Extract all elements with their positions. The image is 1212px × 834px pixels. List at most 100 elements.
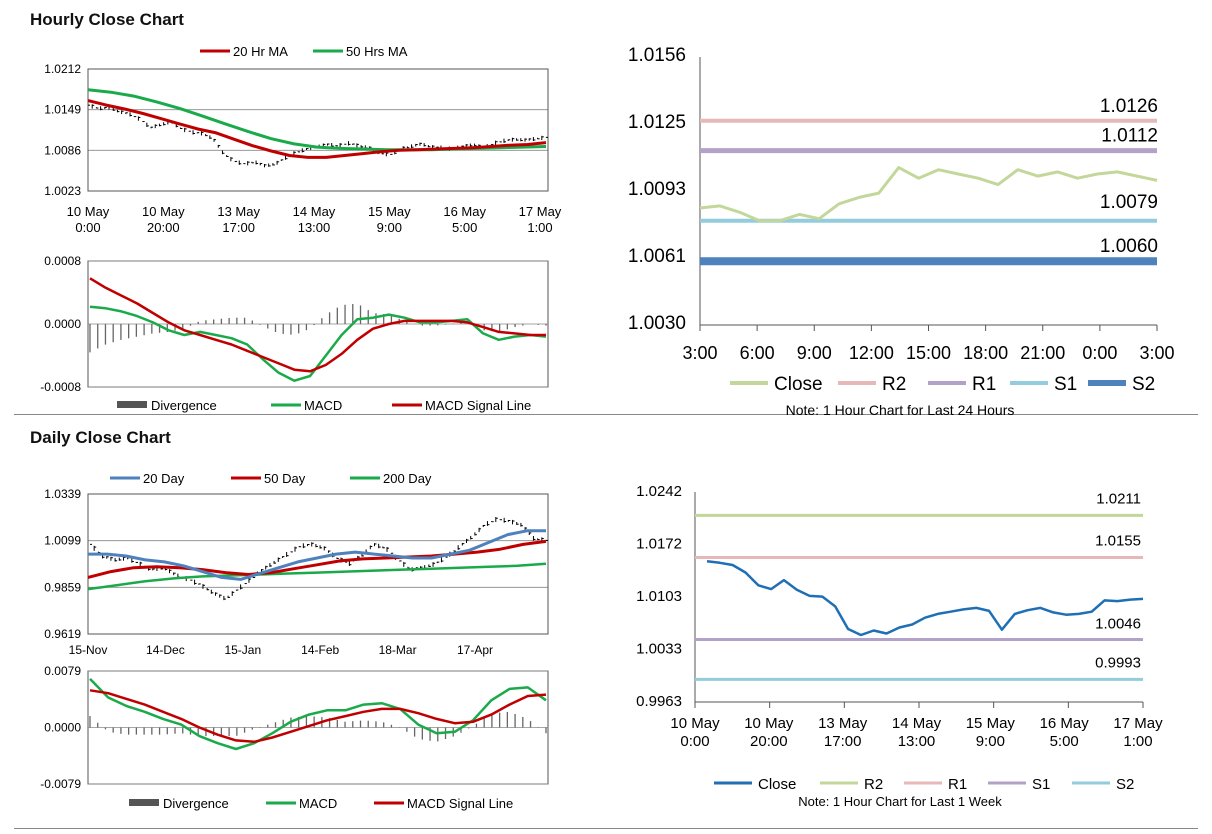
y-tick-label: 0.9619 [44, 627, 81, 641]
daily-ma-frame [87, 493, 549, 635]
x-tick-label: 1:00 [527, 220, 552, 235]
y-tick-label: 0.0000 [44, 721, 81, 735]
x-tick-label: 3:00 [1139, 343, 1174, 363]
level-label-r1: 1.0155 [1095, 532, 1141, 549]
level-label-s1: 1.0046 [1095, 616, 1141, 633]
hourly-ma-frame [87, 68, 549, 192]
x-tick-label: 10 May [670, 715, 720, 732]
legend-r2: R2 [864, 776, 883, 793]
legend-s2: S2 [1116, 776, 1134, 793]
y-tick-label: 1.0061 [628, 246, 686, 267]
legend-20-day: 20 Day [143, 471, 185, 486]
x-tick-label: 15-Jan [224, 643, 261, 657]
x-tick-label: 15 May [966, 715, 1016, 732]
y-tick-label: 1.0149 [44, 103, 81, 117]
legend-macd: MACD [304, 398, 342, 413]
level-label-s1: 1.0079 [1100, 192, 1158, 213]
legend-macd-signal: MACD Signal Line [425, 398, 531, 413]
x-tick-label: 18:00 [963, 343, 1008, 363]
level-label-r1: 1.0112 [1101, 126, 1158, 147]
x-tick-label: 10 May [744, 715, 794, 732]
y-tick-label: 1.0103 [636, 588, 682, 605]
legend-20hr-ma: 20 Hr MA [233, 44, 288, 59]
x-tick-label: 21:00 [1020, 343, 1065, 363]
legend-200-day: 200 Day [383, 471, 432, 486]
legend-close: Close [774, 374, 823, 395]
y-tick-label: 0.9963 [636, 693, 682, 710]
legend-50-day: 50 Day [264, 471, 306, 486]
hourly-section-title: Hourly Close Chart [30, 10, 184, 29]
y-tick-label: 1.0033 [636, 641, 682, 658]
legend-macd: MACD [299, 796, 337, 811]
macd-signal-line [89, 277, 546, 373]
x-tick-label: 9:00 [976, 733, 1005, 750]
legend-divergence-swatch [117, 401, 147, 408]
x-tick-label: 13:00 [898, 733, 936, 750]
legend-r1: R1 [948, 776, 967, 793]
y-tick-label: 1.0156 [628, 45, 686, 66]
x-tick-label: 9:00 [797, 343, 832, 363]
x-tick-label: 5:00 [452, 220, 477, 235]
ma-200-day-line [87, 562, 547, 591]
ma-50hrs-line [87, 88, 547, 152]
legend-50hrs-ma: 50 Hrs MA [346, 44, 408, 59]
y-tick-label: 0.0079 [44, 664, 81, 678]
x-tick-label: 17 May [519, 204, 562, 219]
y-tick-label: 0.9859 [44, 580, 81, 594]
x-tick-label: 14 May [892, 715, 942, 732]
x-tick-label: 0:00 [1082, 343, 1117, 363]
chart-note: Note: 1 Hour Chart for Last 24 Hours [786, 402, 1015, 418]
x-tick-label: 20:00 [750, 733, 788, 750]
x-tick-label: 15-Nov [69, 643, 108, 657]
x-tick-label: 17-Apr [457, 643, 493, 657]
chart-note: Note: 1 Hour Chart for Last 1 Week [798, 794, 1002, 809]
y-tick-label: -0.0079 [40, 777, 81, 791]
ma-20hr-line [87, 99, 547, 159]
x-tick-label: 15 May [368, 204, 411, 219]
section-divider [14, 414, 1198, 415]
x-tick-label: 14-Dec [146, 643, 185, 657]
x-tick-label: 1:00 [1123, 733, 1152, 750]
x-tick-label: 20:00 [147, 220, 180, 235]
macd-line [89, 305, 547, 382]
y-tick-label: 1.0093 [628, 179, 686, 200]
legend-divergence: Divergence [163, 796, 229, 811]
ma-20-day-line [88, 529, 546, 581]
legend-divergence: Divergence [151, 398, 217, 413]
y-tick-label: 1.0172 [636, 536, 682, 553]
x-tick-label: 15:00 [906, 343, 951, 363]
legend-s2: S2 [1132, 374, 1155, 395]
y-tick-label: 0.0000 [44, 317, 81, 331]
x-tick-label: 5:00 [1050, 733, 1079, 750]
x-tick-label: 6:00 [740, 343, 775, 363]
y-tick-label: 1.0339 [44, 487, 81, 501]
x-tick-label: 17 May [1113, 715, 1163, 732]
x-tick-label: 14-Feb [301, 643, 339, 657]
legend-divergence-swatch [129, 799, 159, 806]
y-tick-label: 1.0212 [44, 62, 81, 76]
macd-signal-line [89, 689, 547, 744]
y-tick-label: 1.0030 [628, 313, 686, 334]
y-tick-label: -0.0008 [40, 380, 81, 394]
macd-line [89, 678, 547, 751]
x-tick-label: 13 May [818, 715, 868, 732]
close-line [706, 559, 1144, 637]
legend-r1: R1 [972, 374, 996, 395]
y-tick-label: 0.0008 [44, 254, 81, 268]
legend-s1: S1 [1032, 776, 1050, 793]
legend-close: Close [758, 776, 796, 793]
x-tick-label: 10 May [142, 204, 185, 219]
x-tick-label: 14 May [293, 204, 336, 219]
y-tick-label: 1.0125 [628, 112, 686, 133]
level-label-s2: 0.9993 [1095, 654, 1141, 671]
x-tick-label: 18-Mar [379, 643, 417, 657]
bottom-divider [14, 828, 1198, 829]
x-tick-label: 13:00 [298, 220, 331, 235]
close-line [699, 166, 1158, 223]
x-tick-label: 17:00 [222, 220, 255, 235]
x-tick-label: 0:00 [680, 733, 709, 750]
y-tick-label: 1.0242 [636, 483, 682, 500]
daily-section-title: Daily Close Chart [30, 428, 171, 447]
legend-macd-signal: MACD Signal Line [407, 796, 513, 811]
